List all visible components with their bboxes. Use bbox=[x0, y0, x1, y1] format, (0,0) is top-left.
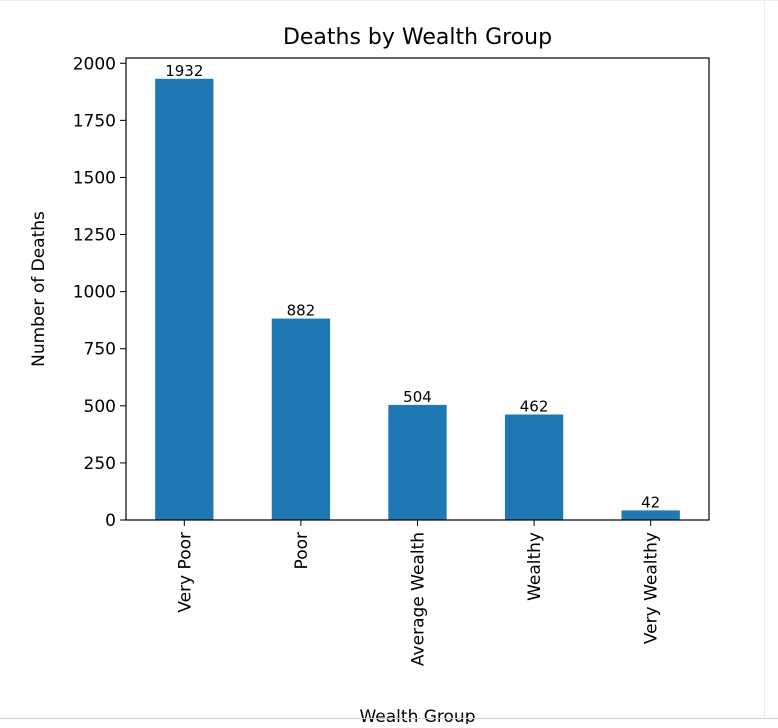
y-axis-label: Number of Deaths bbox=[29, 211, 49, 367]
y-tick-label: 2000 bbox=[73, 54, 116, 74]
x-axis: Very Poor Poor Average Wealth Wealthy Very W… bbox=[175, 520, 662, 666]
bar bbox=[271, 318, 331, 520]
bar bbox=[388, 404, 447, 520]
y-tick-label: 1250 bbox=[73, 226, 116, 246]
x-tick-label: Very Poor bbox=[175, 532, 195, 613]
y-tick-label: 750 bbox=[84, 340, 116, 360]
y-tick-label: 250 bbox=[84, 454, 116, 474]
x-tick-label: Very Wealthy bbox=[642, 532, 662, 644]
y-tick-label: 500 bbox=[84, 397, 116, 417]
bar bbox=[504, 414, 564, 520]
y-tick-label: 0 bbox=[105, 511, 116, 531]
x-tick-label: Poor bbox=[292, 532, 312, 569]
bottom-border bbox=[0, 718, 778, 719]
y-tick-label: 1500 bbox=[73, 168, 116, 188]
x-tick-label: Average Wealth bbox=[409, 532, 429, 666]
data-label: 1932 bbox=[165, 62, 203, 80]
plot-area-border bbox=[125, 57, 710, 521]
chart-title: Deaths by Wealth Group bbox=[283, 25, 552, 50]
y-tick-label: 1000 bbox=[73, 283, 116, 303]
y-axis: 0 250 500 750 1000 1250 1500 1750 2000 bbox=[73, 54, 126, 531]
data-labels-group: 1932 882 504 462 42 bbox=[165, 62, 660, 512]
data-label: 462 bbox=[520, 397, 549, 415]
y-tick-label: 1750 bbox=[73, 111, 116, 131]
right-border bbox=[764, 0, 765, 718]
x-tick-label: Wealthy bbox=[525, 532, 545, 601]
data-label: 504 bbox=[403, 388, 432, 406]
top-border bbox=[0, 0, 778, 1]
data-label: 882 bbox=[287, 302, 316, 320]
bars-group bbox=[155, 78, 680, 520]
data-label: 42 bbox=[641, 493, 660, 511]
bar bbox=[621, 510, 680, 520]
bar bbox=[155, 78, 214, 520]
x-axis-label: Wealth Group bbox=[359, 707, 475, 724]
